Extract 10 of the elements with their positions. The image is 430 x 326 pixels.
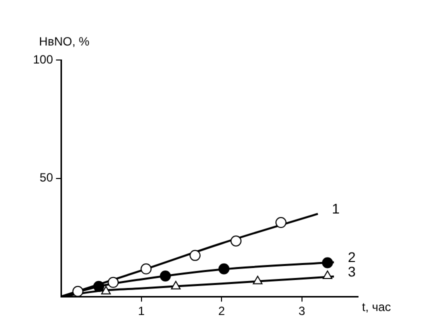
x-tick-label: 3: [298, 304, 306, 318]
x-tick-label: 2: [218, 304, 226, 318]
text: 1: [332, 200, 340, 217]
x-tick-label: 1: [138, 304, 145, 318]
y-axis-title: НвNO, %: [39, 34, 90, 48]
x-axis-title: t, час: [362, 300, 391, 314]
series-label: 3: [348, 263, 356, 280]
series-label: 2: [348, 249, 356, 266]
y-tick-label: 50: [40, 170, 54, 185]
y-tick-label: 100: [32, 52, 54, 66]
